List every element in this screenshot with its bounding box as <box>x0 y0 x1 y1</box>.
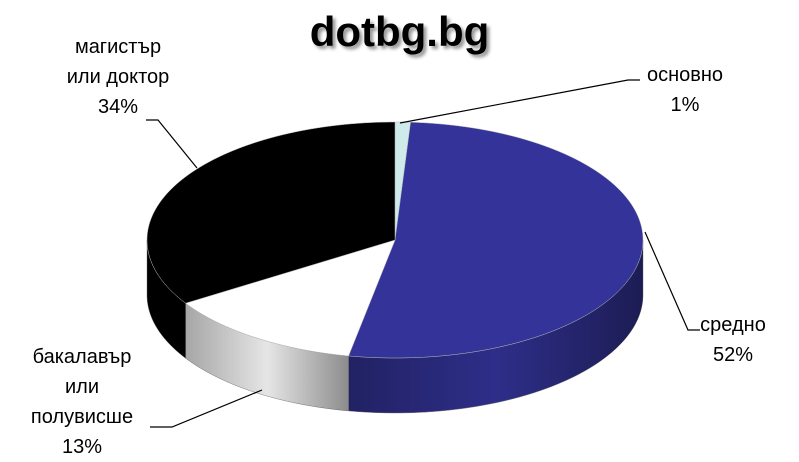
label-value: 34% <box>97 96 139 118</box>
data-label: основно 1% <box>620 60 750 120</box>
label-name: основно <box>646 64 724 86</box>
data-label: средно 52% <box>668 310 798 370</box>
label-value: 52% <box>712 344 754 366</box>
slice-side-shade <box>185 303 349 411</box>
label-name: магистър или доктор <box>66 36 170 88</box>
label-value: 13% <box>61 436 103 458</box>
leader-line <box>150 389 263 428</box>
slice-side-shade <box>147 240 186 359</box>
data-label: магистър или доктор 34% <box>58 32 178 122</box>
slice-side-shade <box>348 240 643 413</box>
leader-line <box>644 231 700 331</box>
slice <box>185 239 396 357</box>
slice <box>348 121 644 359</box>
chart-title: dotbg.bg <box>309 8 490 55</box>
leader-line <box>146 119 198 169</box>
data-label: бакалавър или полувисше 13% <box>22 342 142 462</box>
label-name: бакалавър или полувисше <box>30 346 134 428</box>
slice <box>146 121 396 304</box>
label-name: средно <box>700 314 766 336</box>
label-value: 1% <box>670 94 700 116</box>
leader-line <box>399 79 640 124</box>
